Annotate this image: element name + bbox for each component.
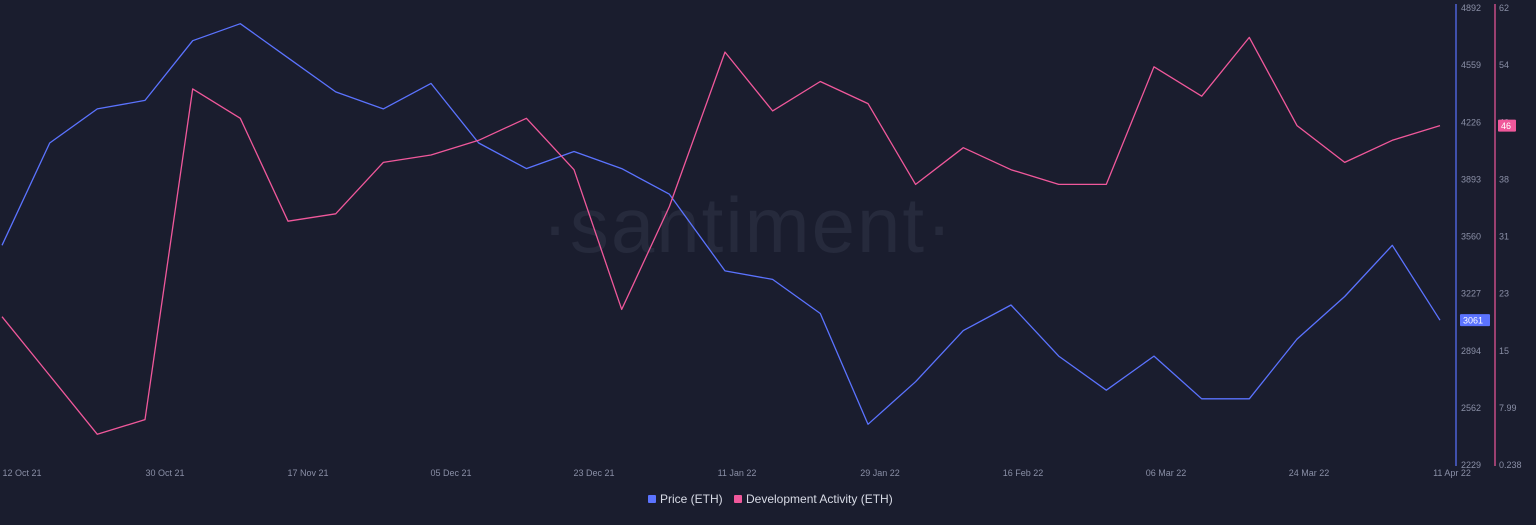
y-tick-label-dev-activity: 23 [1499,289,1509,299]
y-tick-label-dev-activity: 0.238 [1499,460,1522,470]
y-tick-label-price: 4559 [1461,60,1481,70]
y-tick-label-price: 4226 [1461,117,1481,127]
current-value-label-price: 3061 [1463,316,1483,326]
y-tick-label-dev-activity: 38 [1499,174,1509,184]
y-tick-label-dev-activity: 31 [1499,232,1509,242]
y-tick-label-price: 4892 [1461,3,1481,13]
y-tick-label-price: 2894 [1461,346,1481,356]
watermark: ·santiment· [542,181,954,269]
x-tick-label: 17 Nov 21 [287,468,328,478]
y-tick-label-dev-activity: 7.99 [1499,403,1517,413]
legend: Price (ETH) Development Activity (ETH) [648,492,893,506]
legend-label-price: Price (ETH) [660,492,723,506]
legend-label-dev-activity: Development Activity (ETH) [746,492,893,506]
x-tick-label: 05 Dec 21 [430,468,471,478]
series-layer [1,23,1441,435]
y-tick-label-price: 3560 [1461,232,1481,242]
x-tick-label: 12 Oct 21 [2,468,41,478]
y-tick-label-dev-activity: 15 [1499,346,1509,356]
current-value-label-dev-activity: 46 [1501,121,1511,131]
legend-swatch-price [648,495,656,503]
legend-swatch-dev-activity [734,495,742,503]
x-tick-label: 23 Dec 21 [573,468,614,478]
x-tick-label: 24 Mar 22 [1289,468,1330,478]
x-tick-label: 11 Apr 22 [1433,468,1471,478]
y-tick-label-price: 2562 [1461,403,1481,413]
y-tick-label-price: 2229 [1461,460,1481,470]
x-tick-label: 06 Mar 22 [1146,468,1187,478]
y-tick-label-price: 3893 [1461,174,1481,184]
y-tick-label-price: 3227 [1461,289,1481,299]
y-tick-label-dev-activity: 54 [1499,60,1509,70]
x-tick-label: 16 Feb 22 [1003,468,1044,478]
y-tick-label-dev-activity: 62 [1499,3,1509,13]
x-tick-label: 11 Jan 22 [718,468,757,478]
axes-layer: 12 Oct 21 30 Oct 21 17 Nov 21 05 Dec 21 23 D… [2,3,1521,478]
x-tick-label: 30 Oct 21 [145,468,184,478]
series-line-dev-activity [1,36,1441,435]
series-line-price [1,23,1441,425]
x-tick-label: 29 Jan 22 [860,468,900,478]
current-value-badge-dev-activity [1498,119,1516,132]
current-value-badge-price [1460,314,1490,327]
